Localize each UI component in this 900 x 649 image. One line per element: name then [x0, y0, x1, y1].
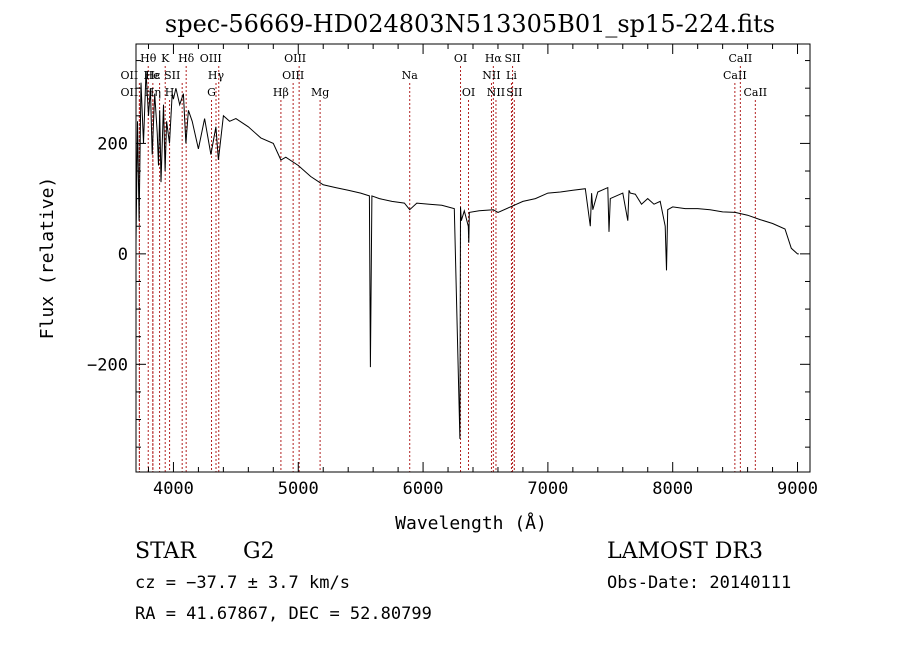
line-marker-label: OI [462, 86, 475, 99]
x-tick-label: 6000 [403, 479, 444, 499]
line-marker-label: OII [121, 86, 139, 99]
object-subclass: G2 [243, 539, 275, 564]
line-marker-label: Hη [145, 86, 161, 99]
line-marker-label: OII [121, 69, 139, 82]
line-marker-label: OIII [200, 52, 222, 65]
line-marker-label: CaII [743, 86, 767, 99]
chart-title: spec-56669-HD024803N513305B01_sp15-224.f… [165, 10, 775, 38]
line-marker-label: SII [506, 86, 522, 99]
x-tick-label: 7000 [527, 479, 568, 499]
line-marker-label: K [161, 52, 170, 65]
line-marker-label: He [144, 69, 160, 82]
line-marker-label: Hβ [273, 86, 289, 99]
line-marker-label: Hγ [208, 69, 225, 82]
y-axis: −200 0 200 [87, 60, 810, 448]
y-tick-label: −200 [87, 355, 128, 375]
line-marker-label: OIII [282, 69, 304, 82]
y-tick-label: 0 [118, 245, 128, 265]
flux-series-line [135, 71, 799, 439]
plot-frame [135, 43, 811, 473]
line-marker-label: Mg [311, 86, 329, 99]
y-axis-label: Flux (relative) [37, 177, 58, 340]
observation-date: Obs-Date: 20140111 [607, 573, 791, 593]
coordinates-text: RA = 41.67867, DEC = 52.80799 [135, 604, 432, 624]
object-class: STAR [135, 539, 197, 564]
x-axis: 4000 5000 6000 7000 8000 9000 [147, 44, 818, 499]
line-marker-label: H [165, 86, 175, 99]
line-marker-label: Hα [485, 52, 503, 65]
line-marker-label: CaII [723, 69, 747, 82]
line-marker-label: NII [482, 69, 500, 82]
line-marker-label: Hε [145, 69, 161, 82]
line-marker-label: OIII [284, 52, 306, 65]
x-tick-label: 4000 [153, 479, 194, 499]
line-marker-label: CaII [729, 52, 753, 65]
line-marker-label: NII [487, 86, 505, 99]
redshift-text: cz = −37.7 ± 3.7 km/s [135, 573, 350, 593]
line-marker-label: SII [164, 69, 180, 82]
x-axis-label: Wavelength (Å) [395, 512, 547, 534]
line-marker-label: Hδ [178, 52, 195, 65]
x-tick-label: 5000 [278, 479, 319, 499]
line-marker-label: Li [506, 69, 517, 82]
line-marker-label: G [207, 86, 216, 99]
line-marker-label: SII [504, 52, 520, 65]
x-tick-label: 8000 [652, 479, 693, 499]
line-marker-label: OI [454, 52, 467, 65]
line-marker-label: Hθ [140, 52, 157, 65]
line-marker-label: Na [402, 69, 419, 82]
survey-name: LAMOST DR3 [607, 539, 763, 564]
x-tick-label: 9000 [777, 479, 818, 499]
y-tick-label: 200 [97, 134, 128, 154]
